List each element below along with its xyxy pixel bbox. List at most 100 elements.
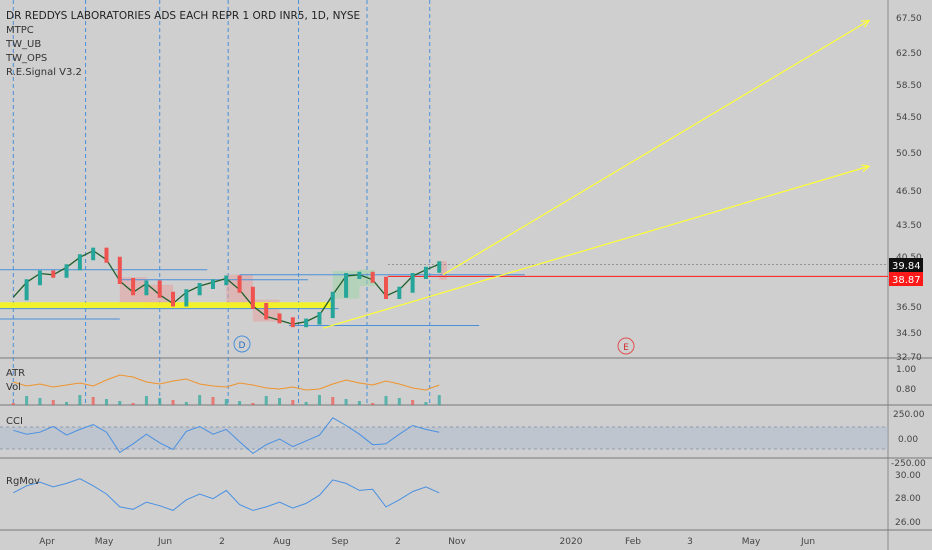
price-candle [184, 289, 189, 307]
volume-bar [211, 397, 215, 405]
rgmov-tick: 26.00 [895, 518, 921, 528]
price-candle [423, 266, 428, 279]
price-candle [51, 270, 56, 278]
earnings-marker-label: E [623, 343, 629, 353]
chart-title: DR REDDYS LABORATORIES ADS EACH REPR 1 O… [6, 10, 360, 22]
volume-bar [397, 398, 401, 405]
price-candle [410, 273, 415, 293]
time-tick-label: 3 [687, 537, 693, 547]
price-candle [131, 278, 136, 296]
rgmov-tick: 28.00 [895, 494, 921, 504]
price-tick-label: 67.50 [896, 14, 922, 24]
price-candle [157, 280, 162, 298]
price-candle [224, 275, 229, 286]
volume-bar [224, 399, 228, 405]
price-candle [304, 318, 309, 328]
volume-bar [291, 400, 295, 405]
projection-line[interactable] [323, 165, 870, 329]
price-candle [171, 291, 176, 307]
price-tick-label: 58.50 [896, 81, 922, 91]
price-candle [144, 280, 149, 296]
price-candle [357, 271, 362, 279]
support-price-value: 38.87 [892, 275, 921, 286]
projection-lines[interactable] [323, 19, 871, 329]
volume-bar [304, 402, 308, 405]
price-candle [24, 279, 29, 301]
volume-bar [118, 401, 122, 405]
price-candle [330, 291, 335, 319]
signal-zone [439, 261, 447, 280]
volume-bar [78, 395, 82, 405]
indicator-panes [0, 374, 888, 511]
price-candle [290, 317, 295, 328]
volume-bar [51, 400, 55, 405]
atr-tick: 1.00 [896, 365, 916, 375]
projection-arrowhead[interactable] [860, 164, 871, 173]
price-series [12, 247, 442, 328]
volume-bar [357, 401, 361, 405]
vol-label: Vol [6, 382, 21, 393]
time-tick-label: Jun [157, 537, 172, 547]
dividend-marker[interactable] [233, 335, 251, 353]
volume-bar [38, 398, 42, 405]
indicator-label-tw-ops: TW_OPS [5, 53, 47, 64]
price-candle [64, 264, 69, 278]
volume-bar [317, 395, 321, 405]
cci-tick: -250.00 [891, 459, 926, 469]
time-tick-label: 2 [395, 537, 401, 547]
volume-bar [411, 400, 415, 405]
time-tick-label: May [95, 537, 114, 547]
volume-bar [144, 396, 148, 405]
indicator-label-mtpc: MTPC [6, 25, 34, 36]
price-candle [37, 270, 42, 286]
price-tick-label: 43.50 [896, 221, 922, 231]
dividend-marker-label: D [239, 341, 246, 351]
time-tick-label: Apr [39, 537, 55, 547]
volume-bar [371, 403, 375, 405]
time-tick-label: Aug [273, 537, 291, 547]
atr-line [13, 374, 440, 391]
time-tick-label: Feb [625, 537, 641, 547]
volume-bar [184, 402, 188, 405]
volume-bar [437, 395, 441, 405]
price-candle [197, 283, 202, 296]
atr-tick: 0.80 [896, 385, 916, 395]
rgmov-tick: 30.00 [895, 471, 921, 481]
price-candle [344, 273, 349, 298]
last-price-badge [889, 258, 923, 272]
price-candle [437, 261, 442, 273]
time-tick-label: Sep [332, 537, 349, 547]
cci-label: CCI [6, 416, 23, 427]
volume-bar [251, 403, 255, 405]
volume-bar [11, 403, 15, 405]
price-candle [250, 286, 255, 309]
projection-line[interactable] [442, 19, 870, 276]
price-candle [237, 275, 242, 293]
volume-bar [344, 399, 348, 405]
last-price-value: 39.84 [892, 261, 921, 272]
price-axis: 67.5062.5058.5054.5050.5046.5043.5040.50… [896, 14, 922, 363]
price-tick-label: 54.50 [896, 113, 922, 123]
volume-bar [104, 399, 108, 405]
projection-arrowhead[interactable] [860, 19, 871, 28]
price-tick-label: 36.50 [896, 303, 922, 313]
price-tick-label: 50.50 [896, 149, 922, 159]
cci-tick: 0.00 [898, 435, 918, 445]
time-tick-label: May [742, 537, 761, 547]
price-candle [370, 271, 375, 283]
volume-bar [264, 396, 268, 405]
rgmov-label: RgMov [6, 476, 40, 487]
cci-band [0, 427, 888, 449]
support-band [0, 302, 333, 309]
price-candle [277, 313, 282, 324]
earnings-marker[interactable] [617, 337, 635, 355]
volume-bar [238, 401, 242, 405]
atr-label: ATR [6, 368, 25, 379]
time-axis: Apr May Jun 2 Aug Sep 2 Nov 2020 Feb 3 May Jun [39, 537, 815, 547]
volume-bar [25, 396, 29, 405]
price-candle [104, 247, 109, 263]
cci-tick: 250.00 [893, 410, 925, 420]
price-tick-label: 34.50 [896, 329, 922, 339]
